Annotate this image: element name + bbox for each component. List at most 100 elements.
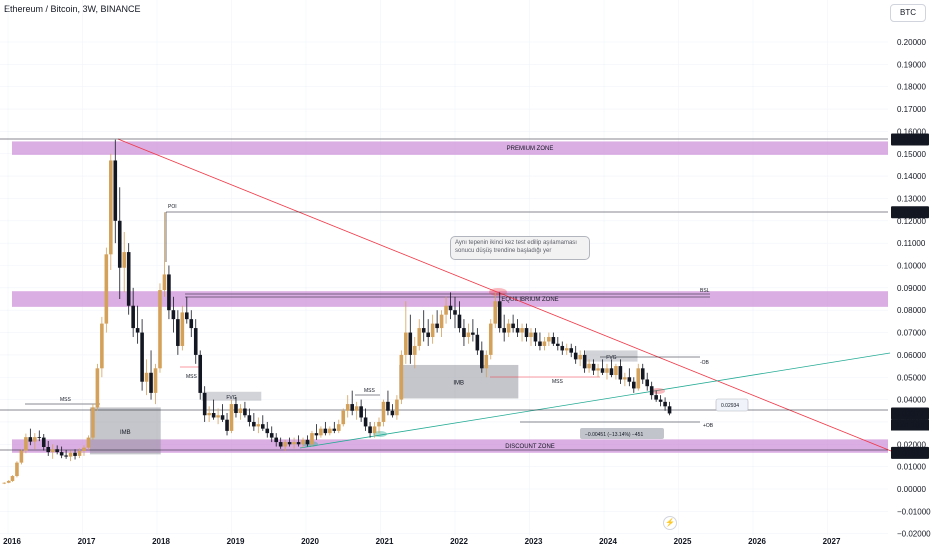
candle-body (430, 323, 435, 338)
candle-body (547, 337, 551, 342)
candle-body (238, 408, 243, 414)
candle-body (24, 437, 28, 451)
candle-body (126, 252, 131, 306)
candle-body (658, 399, 663, 402)
candle-body (332, 428, 337, 431)
box-label: FVG (226, 395, 236, 401)
candle-body (33, 437, 37, 442)
bsl-label: BSL (700, 288, 710, 294)
candle-body (596, 368, 600, 371)
candle-body (73, 452, 77, 456)
candle-body (654, 395, 658, 400)
candle-body (10, 476, 15, 481)
bottom-marker-2 (373, 431, 387, 437)
y-tick-label: 0.05000 (897, 373, 926, 382)
candle-body (149, 372, 153, 393)
zone-label: PREMIUM ZONE (507, 146, 554, 152)
candle-body (37, 437, 42, 438)
candle-body (506, 323, 511, 333)
candle-body (336, 424, 341, 431)
x-tick-label: 2017 (78, 537, 96, 546)
candle-body (68, 452, 73, 457)
candle-body (623, 377, 627, 380)
candle-body (158, 290, 162, 369)
candle-body (135, 328, 140, 333)
chart-title: Ethereum / Bitcoin, 3W, BINANCE (4, 4, 141, 14)
candle-body (645, 379, 650, 387)
candle-body (636, 368, 641, 389)
uptrend-line (299, 352, 891, 449)
candle-body (260, 424, 265, 429)
candle-body (381, 401, 386, 422)
price-badge-label: 0.12380 (896, 208, 925, 217)
candle-body (390, 410, 395, 416)
candle-body (314, 433, 319, 436)
tradingview-logo-icon[interactable]: ⚡ (663, 516, 677, 530)
candle-body (453, 310, 457, 315)
candle-body (372, 426, 377, 434)
x-tick-label: 2021 (376, 537, 394, 546)
candle-body (265, 428, 270, 434)
x-tick-label: 2027 (823, 537, 841, 546)
candle-body (475, 334, 480, 351)
candle-body (462, 328, 466, 338)
mss-label-4: MSS (552, 379, 564, 385)
candle-body (131, 305, 135, 329)
candle-body (533, 332, 538, 342)
target-badge (715, 398, 749, 412)
candle-body (488, 323, 493, 355)
candle-body (587, 363, 591, 369)
candle-body (269, 433, 274, 438)
candle-body (202, 392, 207, 416)
candle-body (100, 323, 104, 369)
candle-body (417, 328, 422, 346)
candle-body (421, 328, 426, 333)
y-tick-label: 0.00000 (897, 485, 926, 494)
candle-body (524, 328, 529, 338)
candle-body (211, 413, 216, 418)
candle-body (185, 312, 189, 320)
y-tick-label: 0.20000 (897, 38, 926, 47)
zone-box (201, 391, 262, 401)
candle-body (600, 368, 605, 373)
candle-body (283, 442, 287, 447)
box-label: FVG (606, 355, 616, 361)
candle-body (618, 366, 623, 380)
candle-body (448, 305, 453, 311)
candle-body (50, 449, 55, 453)
currency-button[interactable]: BTC (890, 4, 926, 22)
candle-body (435, 323, 439, 329)
candle-body (171, 310, 176, 320)
grid (0, 0, 888, 535)
price-badge (891, 133, 929, 146)
candle-body (466, 332, 471, 338)
y-tick-label: 0.04000 (897, 396, 926, 405)
candle-body (41, 437, 46, 447)
candle-body (480, 350, 484, 369)
candle-body (19, 450, 24, 463)
candle-body (162, 274, 167, 291)
candle-body (591, 363, 596, 371)
candle-body (377, 421, 381, 427)
x-tick-label: 2026 (748, 537, 766, 546)
y-tick-label: 0.13000 (897, 194, 926, 203)
candle-body (234, 404, 238, 414)
candle-body (2, 482, 7, 484)
measure-label: −0.00451 (−13.14%) −451 (585, 432, 643, 438)
y-tick-label: 0.09000 (897, 284, 926, 293)
candle-body (104, 254, 109, 324)
candle-body (564, 348, 569, 351)
candle-body (649, 386, 654, 396)
candle-body (542, 341, 547, 346)
candle-body (256, 424, 261, 427)
candle-body (614, 366, 618, 376)
candle-body (86, 437, 91, 448)
candle-body (404, 332, 408, 355)
x-tick-label: 2020 (301, 537, 319, 546)
candle-body (287, 442, 292, 445)
x-tick-label: 2025 (674, 537, 692, 546)
candle-body (91, 407, 95, 438)
y-tick-label: 0.02000 (897, 440, 926, 449)
candle-body (95, 368, 100, 408)
